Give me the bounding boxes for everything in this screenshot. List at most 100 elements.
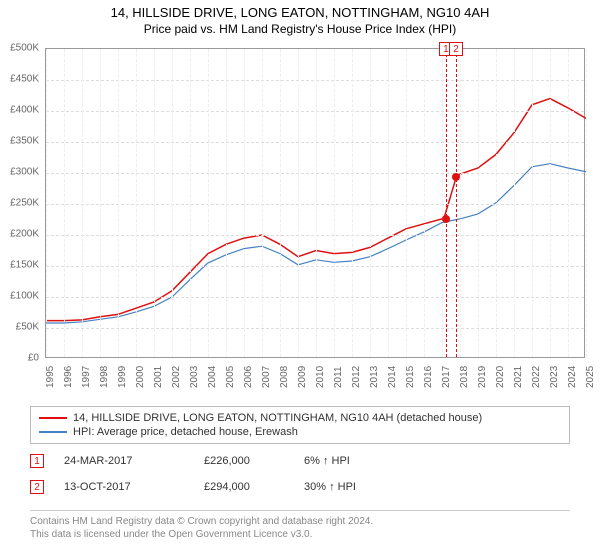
x-tick-label: 2022 xyxy=(531,366,542,388)
grid-line-v xyxy=(406,49,407,357)
x-tick-label: 2025 xyxy=(585,366,596,388)
event-marker: 2 xyxy=(30,480,44,494)
grid-line-h xyxy=(46,297,584,298)
y-tick-label: £250K xyxy=(10,198,39,209)
x-tick-label: 2020 xyxy=(495,366,506,388)
grid-line-v xyxy=(226,49,227,357)
event-pct: 30% ↑ HPI xyxy=(304,481,424,493)
marker-box-2: 2 xyxy=(449,42,463,56)
x-tick-label: 2016 xyxy=(423,366,434,388)
event-price: £294,000 xyxy=(204,481,304,493)
x-tick-label: 2004 xyxy=(207,366,218,388)
grid-line-h xyxy=(46,142,584,143)
x-tick-label: 2002 xyxy=(171,366,182,388)
y-tick-label: £50K xyxy=(16,322,39,333)
event-date: 24-MAR-2017 xyxy=(64,455,204,467)
y-tick-label: £150K xyxy=(10,260,39,271)
x-tick-label: 2024 xyxy=(567,366,578,388)
legend: 14, HILLSIDE DRIVE, LONG EATON, NOTTINGH… xyxy=(30,406,570,444)
grid-line-v xyxy=(118,49,119,357)
chart-area: 12 xyxy=(45,48,585,358)
y-tick-label: £400K xyxy=(10,105,39,116)
grid-line-v xyxy=(64,49,65,357)
x-tick-label: 2014 xyxy=(387,366,398,388)
grid-line-v xyxy=(82,49,83,357)
event-marker: 1 xyxy=(30,454,44,468)
y-axis-labels: £0£50K£100K£150K£200K£250K£300K£350K£400… xyxy=(0,48,42,358)
event-price: £226,000 xyxy=(204,455,304,467)
x-tick-label: 2000 xyxy=(135,366,146,388)
grid-line-h xyxy=(46,204,584,205)
footer-line2: This data is licensed under the Open Gov… xyxy=(30,528,570,541)
x-tick-label: 1997 xyxy=(81,366,92,388)
legend-swatch xyxy=(39,417,67,419)
grid-line-h xyxy=(46,328,584,329)
x-tick-label: 2006 xyxy=(243,366,254,388)
x-tick-label: 2023 xyxy=(549,366,560,388)
grid-line-v xyxy=(568,49,569,357)
grid-line-v xyxy=(388,49,389,357)
grid-line-v xyxy=(352,49,353,357)
title-block: 14, HILLSIDE DRIVE, LONG EATON, NOTTINGH… xyxy=(0,0,600,36)
legend-swatch xyxy=(39,431,67,433)
grid-line-v xyxy=(586,49,587,357)
grid-line-h xyxy=(46,266,584,267)
grid-line-v xyxy=(298,49,299,357)
x-tick-label: 2012 xyxy=(351,366,362,388)
grid-line-v xyxy=(100,49,101,357)
grid-line-v xyxy=(244,49,245,357)
grid-line-h xyxy=(46,80,584,81)
x-tick-label: 2008 xyxy=(279,366,290,388)
grid-line-v xyxy=(136,49,137,357)
marker-point-2 xyxy=(452,173,460,181)
title-line2: Price paid vs. HM Land Registry's House … xyxy=(0,22,600,36)
x-tick-label: 2005 xyxy=(225,366,236,388)
legend-label: HPI: Average price, detached house, Erew… xyxy=(73,426,298,438)
y-tick-label: £350K xyxy=(10,136,39,147)
grid-line-v xyxy=(280,49,281,357)
x-tick-label: 2007 xyxy=(261,366,272,388)
footer-line1: Contains HM Land Registry data © Crown c… xyxy=(30,515,570,528)
x-axis-labels: 1995199619971998199920002001200220032004… xyxy=(45,360,585,400)
chart-container: 14, HILLSIDE DRIVE, LONG EATON, NOTTINGH… xyxy=(0,0,600,560)
grid-line-v xyxy=(46,49,47,357)
x-tick-label: 2010 xyxy=(315,366,326,388)
event-row: 2 13-OCT-2017£294,00030% ↑ HPI xyxy=(30,474,570,500)
x-tick-label: 2017 xyxy=(441,366,452,388)
grid-line-v xyxy=(208,49,209,357)
grid-line-v xyxy=(532,49,533,357)
grid-line-h xyxy=(46,111,584,112)
event-date: 13-OCT-2017 xyxy=(64,481,204,493)
y-tick-label: £0 xyxy=(28,353,39,364)
x-tick-label: 2021 xyxy=(513,366,524,388)
grid-line-v xyxy=(460,49,461,357)
x-tick-label: 2011 xyxy=(333,366,344,388)
grid-line-v xyxy=(316,49,317,357)
grid-line-v xyxy=(550,49,551,357)
x-tick-label: 1996 xyxy=(63,366,74,388)
y-tick-label: £300K xyxy=(10,167,39,178)
legend-row: 14, HILLSIDE DRIVE, LONG EATON, NOTTINGH… xyxy=(39,411,561,425)
x-tick-label: 2015 xyxy=(405,366,416,388)
x-tick-label: 2003 xyxy=(189,366,200,388)
grid-line-v xyxy=(262,49,263,357)
legend-row: HPI: Average price, detached house, Erew… xyxy=(39,425,561,439)
grid-line-v xyxy=(424,49,425,357)
marker-line-1 xyxy=(446,49,447,357)
grid-line-v xyxy=(172,49,173,357)
grid-line-v xyxy=(496,49,497,357)
x-tick-label: 2018 xyxy=(459,366,470,388)
y-tick-label: £100K xyxy=(10,291,39,302)
x-tick-label: 2013 xyxy=(369,366,380,388)
x-tick-label: 1998 xyxy=(99,366,110,388)
grid-line-v xyxy=(442,49,443,357)
grid-line-v xyxy=(478,49,479,357)
grid-line-h xyxy=(46,235,584,236)
grid-line-v xyxy=(190,49,191,357)
x-tick-label: 1999 xyxy=(117,366,128,388)
y-tick-label: £450K xyxy=(10,74,39,85)
event-pct: 6% ↑ HPI xyxy=(304,455,424,467)
x-tick-label: 2001 xyxy=(153,366,164,388)
legend-label: 14, HILLSIDE DRIVE, LONG EATON, NOTTINGH… xyxy=(73,412,482,424)
marker-point-1 xyxy=(442,215,450,223)
